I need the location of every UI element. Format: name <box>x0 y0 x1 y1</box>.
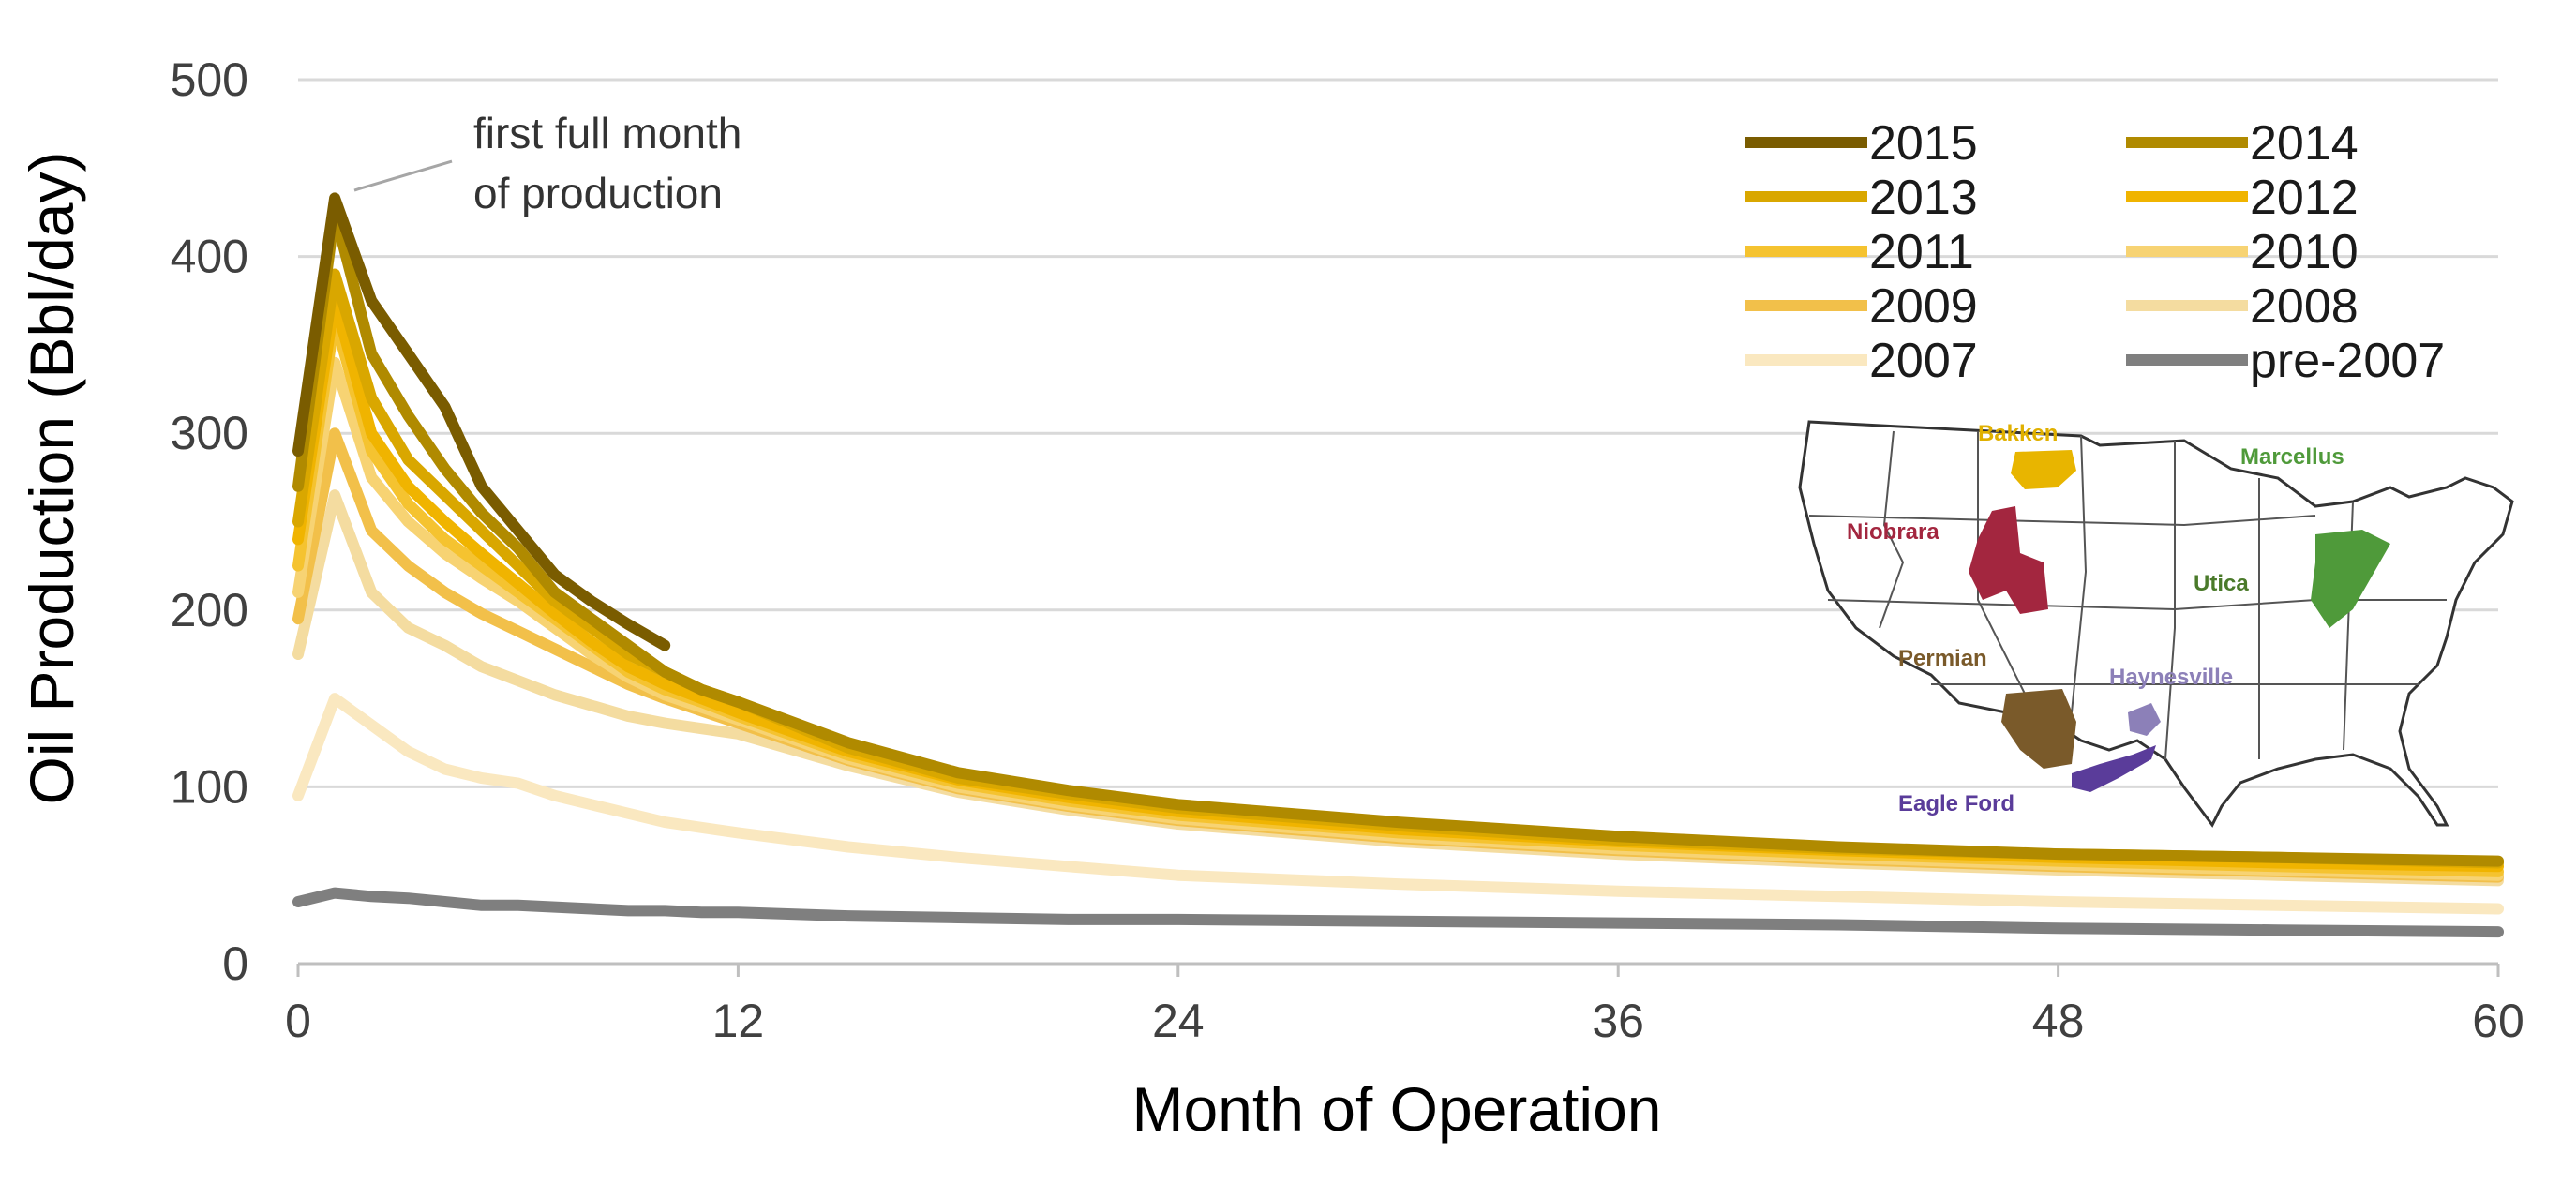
legend-label-2015: 2015 <box>1869 116 1978 171</box>
y-tick-label: 200 <box>171 584 248 636</box>
series-line-pre-2007 <box>292 887 2504 938</box>
annotation-line-2: of production <box>473 169 723 217</box>
x-tick-label: 12 <box>712 995 765 1047</box>
legend-label-2009: 2009 <box>1869 279 1978 334</box>
x-tick-label: 0 <box>285 995 311 1047</box>
legend-label-2011: 2011 <box>1869 225 1974 279</box>
y-tick-label: 400 <box>171 231 248 283</box>
series-line-2014 <box>292 206 2504 867</box>
legend-label-2007: 2007 <box>1869 334 1978 388</box>
map-label-utica: Utica <box>2194 571 2249 596</box>
bakken-region <box>2011 450 2076 489</box>
y-tick-label: 100 <box>171 760 248 813</box>
legend-label-pre-2007: pre-2007 <box>2250 334 2445 388</box>
y-axis-title: Oil Production (Bbl/day) <box>17 152 86 805</box>
legend-label-2008: 2008 <box>2250 279 2359 334</box>
y-tick-label: 300 <box>171 407 248 459</box>
x-tick-label: 60 <box>2472 995 2524 1047</box>
annotation-leader <box>353 159 453 192</box>
legend: 2015 2014 2013 2012 2011 2010 2009 2008 2007 pre-… <box>1745 116 2445 388</box>
us-map-outline <box>1798 420 2514 828</box>
legend-label-2010: 2010 <box>2250 225 2359 279</box>
legend-label-2014: 2014 <box>2250 116 2359 171</box>
state-borders <box>1808 430 2447 760</box>
inset-us-map: Bakken Marcellus Niobrara Utica Permian … <box>1798 420 2514 828</box>
y-tick-label: 500 <box>171 53 248 106</box>
x-axis-ticks: 0 12 24 36 48 60 <box>285 964 2524 1047</box>
eagle-ford-region <box>2072 745 2156 792</box>
x-tick-label: 36 <box>1592 995 1644 1047</box>
map-label-haynesville: Haynesville <box>2109 665 2233 690</box>
map-label-bakken: Bakken <box>1978 421 2058 446</box>
y-axis-ticks: 0 100 200 300 400 500 <box>171 53 248 990</box>
map-label-marcellus: Marcellus <box>2240 444 2344 470</box>
x-axis-title: Month of Operation <box>1132 1074 1662 1144</box>
series-lines <box>292 192 2504 938</box>
permian-region <box>2001 689 2076 769</box>
map-label-eagle-ford: Eagle Ford <box>1898 791 2014 816</box>
annotation: first full month of production <box>353 109 741 217</box>
series-line-2015 <box>292 192 671 651</box>
series-line-2007 <box>292 693 2504 915</box>
x-tick-label: 24 <box>1152 995 1205 1047</box>
niobrara-region <box>1969 506 2048 614</box>
haynesville-region <box>2128 703 2161 736</box>
legend-label-2012: 2012 <box>2250 171 2359 225</box>
legend-label-2013: 2013 <box>1869 171 1978 225</box>
y-tick-label: 0 <box>222 937 248 990</box>
x-tick-label: 48 <box>2032 995 2085 1047</box>
annotation-line-1: first full month <box>473 109 741 157</box>
map-label-niobrara: Niobrara <box>1847 519 1939 545</box>
map-label-permian: Permian <box>1898 646 1987 671</box>
marcellus-region <box>2311 530 2390 628</box>
